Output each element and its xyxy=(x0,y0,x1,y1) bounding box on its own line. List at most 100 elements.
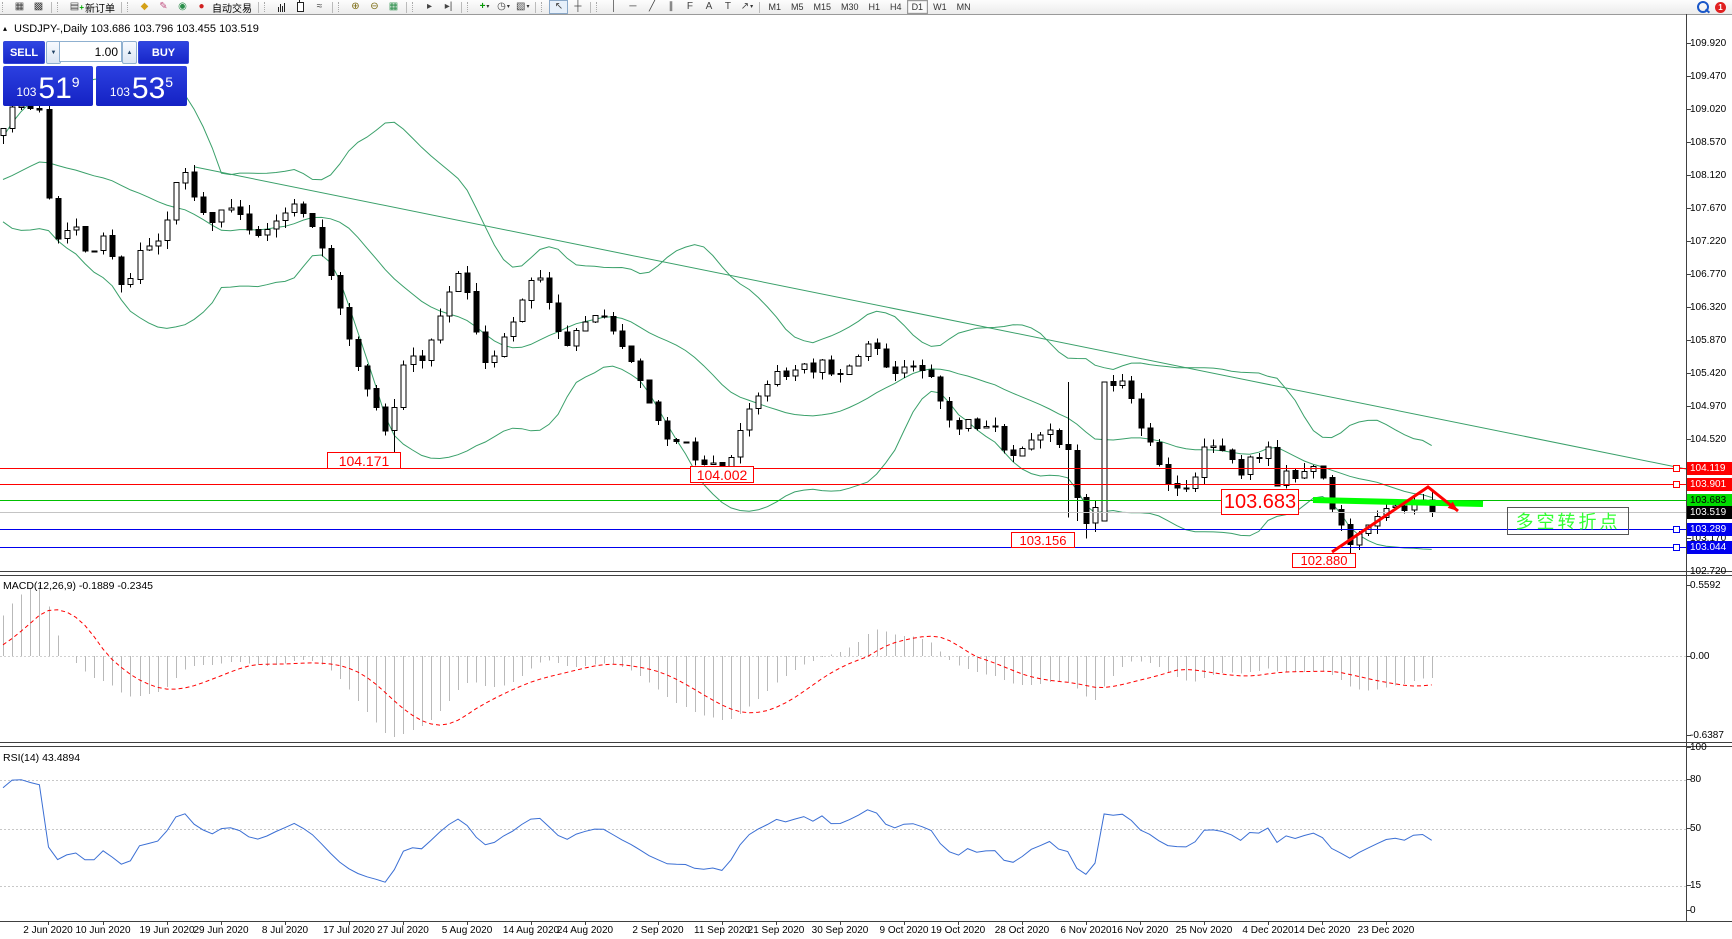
chart-candles-icon[interactable] xyxy=(291,0,310,14)
macd-axis-tick: 0.5592 xyxy=(1690,580,1721,591)
bar-chart-glyph xyxy=(278,2,285,12)
glyph: ✎ xyxy=(159,1,168,12)
arrows-tool-icon[interactable]: ↗ ▾ xyxy=(737,0,756,14)
price-note-104.002[interactable]: 104.002 xyxy=(690,466,754,483)
macd-legend: MACD(12,26,9) -0.1889 -0.2345 xyxy=(3,580,153,592)
glyph: ⊕ xyxy=(351,1,360,12)
vertical-line-icon[interactable]: │ xyxy=(604,0,623,14)
styler-icon[interactable]: ✎ xyxy=(154,0,173,14)
buy-button[interactable]: BUY xyxy=(138,41,189,64)
price-axis-tick: 106.770 xyxy=(1690,268,1727,280)
auto-scroll-icon[interactable]: ▸ xyxy=(420,0,439,14)
time-axis-label: 4 Dec 2020 xyxy=(1242,925,1294,936)
timeframe-m5[interactable]: M5 xyxy=(790,2,804,12)
glyph: ▸ xyxy=(426,1,433,12)
new-chart-icon[interactable]: ▦ xyxy=(10,0,29,14)
toolbar-separator xyxy=(406,1,407,13)
timeframe-d1[interactable]: D1 xyxy=(906,0,929,14)
glyph: ∥ xyxy=(668,1,674,12)
rsi-axis-tick: 80 xyxy=(1690,774,1702,785)
macd-axis-tick: 0.00 xyxy=(1690,651,1710,662)
cursor-icon[interactable]: ↖ xyxy=(549,0,569,14)
price-axis-tick: 107.220 xyxy=(1690,235,1727,247)
time-axis-label: 2 Sep 2020 xyxy=(632,925,684,936)
time-axis-label: 11 Sep 2020 xyxy=(694,925,750,936)
price-chart-canvas[interactable] xyxy=(0,14,1732,939)
bid-price-display[interactable]: 103 51 9 xyxy=(3,66,93,106)
timeframe-m1[interactable]: M1 xyxy=(768,2,781,12)
glyph: F xyxy=(686,1,694,12)
glyph: ◆ xyxy=(140,1,149,12)
price-note-103.156[interactable]: 103.156 xyxy=(1011,532,1075,548)
timeframe-m30[interactable]: M30 xyxy=(841,2,859,12)
ask-price-display[interactable]: 103 53 5 xyxy=(96,66,187,106)
price-axis-tick: 109.020 xyxy=(1690,103,1727,115)
time-axis-label: 8 Jul 2020 xyxy=(261,925,309,936)
price-note-104.171[interactable]: 104.171 xyxy=(327,452,401,469)
chart-area[interactable]: ▴ USDJPY-,Daily 103.686 103.796 103.455 … xyxy=(0,14,1732,939)
text-icon[interactable]: A xyxy=(699,0,718,14)
templates-icon[interactable]: ▧ ▾ xyxy=(513,0,532,14)
metaeditor-icon[interactable]: ◆ xyxy=(135,0,154,14)
crosshair-icon[interactable]: ┼ xyxy=(568,0,587,14)
chart-bars-icon[interactable] xyxy=(272,0,291,14)
toolbar-grip xyxy=(338,2,343,12)
horizontal-line-icon[interactable]: ─ xyxy=(623,0,642,14)
time-axis-label: 27 Jul 2020 xyxy=(377,925,429,936)
price-axis-tick: 108.120 xyxy=(1690,169,1727,181)
plus-glyph: + xyxy=(79,3,84,12)
glyph: ▦ xyxy=(388,1,399,12)
price-tag-103.289: 103.289 xyxy=(1687,522,1732,536)
equidistant-channel-icon[interactable]: ∥ xyxy=(661,0,680,14)
sell-button[interactable]: SELL xyxy=(3,41,45,64)
fibonacci-icon[interactable]: F xyxy=(680,0,699,14)
chart-line-icon[interactable]: ≈ xyxy=(310,0,329,14)
tile-windows-icon[interactable]: ▦ xyxy=(384,0,403,14)
time-axis-label: 2 Jun 2020 xyxy=(23,925,73,936)
chart-shift-icon[interactable]: ▸| xyxy=(439,0,458,14)
macd-axis-tick: -0.6387 xyxy=(1690,730,1724,741)
glyph: ≈ xyxy=(316,1,323,12)
window-icons: 1 xyxy=(1697,1,1726,13)
trendline-icon[interactable]: ╱ xyxy=(642,0,661,14)
glyph: ⊖ xyxy=(370,1,379,12)
glyph: ─ xyxy=(629,1,637,12)
timeframe-w1[interactable]: W1 xyxy=(933,2,947,12)
timeframe-h1[interactable]: H1 xyxy=(868,2,881,12)
autotrading-icon[interactable]: ● xyxy=(192,0,211,14)
glyph: ◉ xyxy=(178,1,187,12)
time-axis-label: 14 Dec 2020 xyxy=(1293,925,1351,936)
toolbar-separator xyxy=(51,1,52,13)
time-axis-label: 16 Nov 2020 xyxy=(1111,925,1169,936)
glyph: ▧ xyxy=(516,1,526,12)
new-order-icon[interactable]: ▤ + xyxy=(65,0,84,14)
zoom-out-icon[interactable]: ⊖ xyxy=(365,0,384,14)
volume-input[interactable] xyxy=(59,41,122,62)
price-note-103.683[interactable]: 103.683 xyxy=(1221,489,1299,515)
text-label-icon[interactable]: T xyxy=(718,0,737,14)
timeframe-mn[interactable]: MN xyxy=(956,2,971,12)
time-axis-label: 10 Jun 2020 xyxy=(75,925,131,936)
glyph: A xyxy=(705,1,713,12)
candle-chart-glyph xyxy=(297,0,304,12)
timeframe-h4[interactable]: H4 xyxy=(890,2,902,12)
notifications-icon[interactable]: 1 xyxy=(1715,1,1726,13)
price-tag-103.044: 103.044 xyxy=(1687,540,1732,554)
search-icon[interactable] xyxy=(1697,1,1709,13)
price-axis-tick: 102.720 xyxy=(1690,565,1727,577)
price-axis-tick: 105.870 xyxy=(1690,334,1727,346)
glyph: ▤ xyxy=(69,1,80,12)
volume-increase-button[interactable]: ▲ xyxy=(122,41,137,64)
zoom-in-icon[interactable]: ⊕ xyxy=(346,0,365,14)
price-note-102.880[interactable]: 102.880 xyxy=(1292,553,1356,568)
radar-icon[interactable]: ◉ xyxy=(173,0,192,14)
ohlc-collapse-arrow[interactable]: ▴ xyxy=(3,24,8,33)
turning-point-annotation[interactable]: 多空转折点 xyxy=(1507,507,1629,535)
rsi-legend: RSI(14) 43.4894 xyxy=(3,752,81,764)
profiles-icon[interactable]: ▩ xyxy=(29,0,48,14)
periods-icon[interactable]: ◷ ▾ xyxy=(494,0,513,14)
toolbar: ▦ ▩ ▤ + 新订单 ◆ ✎ ◉ ● 自动交易 ≈ ⊕ ⊖ ▦ ▸ ▸| + ▾ ◷ ▾ ▧ ▾ ↖ ┼ │ ─ ╱ ∥ F A T ↗ ▾ M… xyxy=(0,0,1732,15)
timeframe-m15[interactable]: M15 xyxy=(813,2,832,12)
indicators-add-icon[interactable]: + ▾ xyxy=(475,0,494,14)
price-axis-tick: 109.470 xyxy=(1690,70,1727,82)
